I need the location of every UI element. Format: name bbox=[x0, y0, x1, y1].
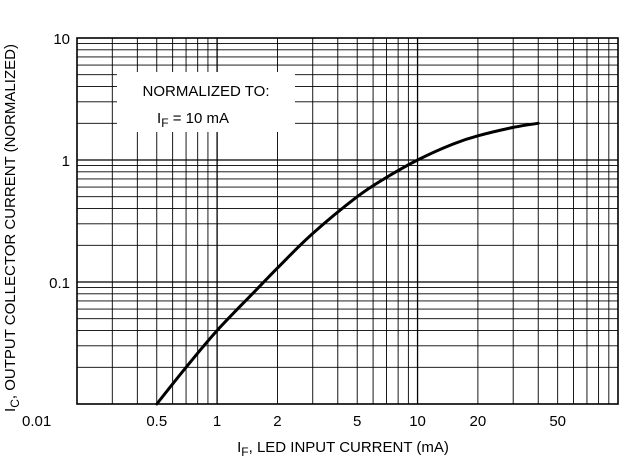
x-tick-label: 10 bbox=[409, 413, 426, 430]
x-tick-label: 0.5 bbox=[146, 413, 167, 430]
series-line bbox=[155, 121, 540, 406]
x-tick-label: 20 bbox=[470, 413, 487, 430]
x-tick-label: 1 bbox=[213, 413, 221, 430]
y-axis-title: IC, OUTPUT COLLECTOR CURRENT (NORMALIZED… bbox=[2, 44, 22, 412]
note-line-2: IF = 10 mA bbox=[157, 110, 229, 130]
x-tick-label: 5 bbox=[353, 413, 361, 430]
y-axis-title-text: , OUTPUT COLLECTOR CURRENT (NORMALIZED) bbox=[2, 44, 19, 399]
x-axis-title: IF, LED INPUT CURRENT (mA) bbox=[237, 439, 449, 459]
y-tick-label: 0.1 bbox=[49, 275, 70, 292]
normalization-note: NORMALIZED TO: IF = 10 mA bbox=[117, 72, 295, 132]
x-axis-title-subscript: F bbox=[241, 445, 248, 459]
x-tick-label: 50 bbox=[549, 413, 566, 430]
y-axis-title-subscript: C bbox=[8, 399, 22, 408]
note-line-2-value: = 10 mA bbox=[169, 110, 229, 127]
x-tick-labels: 0.5 1 2 5 10 20 50 bbox=[146, 413, 566, 430]
plot-frame bbox=[76, 37, 619, 405]
note-line-1: NORMALIZED TO: bbox=[143, 83, 270, 100]
note-box bbox=[117, 72, 295, 132]
note-line-2-subscript: F bbox=[161, 116, 168, 130]
x-axis-title-symbol: I bbox=[237, 439, 241, 456]
x-axis-title-text: , LED INPUT CURRENT (mA) bbox=[249, 439, 449, 456]
y-tick-label: 0.01 bbox=[22, 413, 51, 430]
y-tick-label: 1 bbox=[62, 153, 70, 170]
frame-layer bbox=[76, 37, 619, 405]
note-line-2-symbol: I bbox=[157, 110, 161, 127]
y-tick-labels: 0.01 0.1 1 10 bbox=[22, 31, 70, 430]
series-layer bbox=[155, 121, 540, 406]
y-axis-title-symbol: I bbox=[2, 408, 19, 412]
y-tick-label: 10 bbox=[53, 31, 70, 48]
x-tick-label: 2 bbox=[273, 413, 281, 430]
